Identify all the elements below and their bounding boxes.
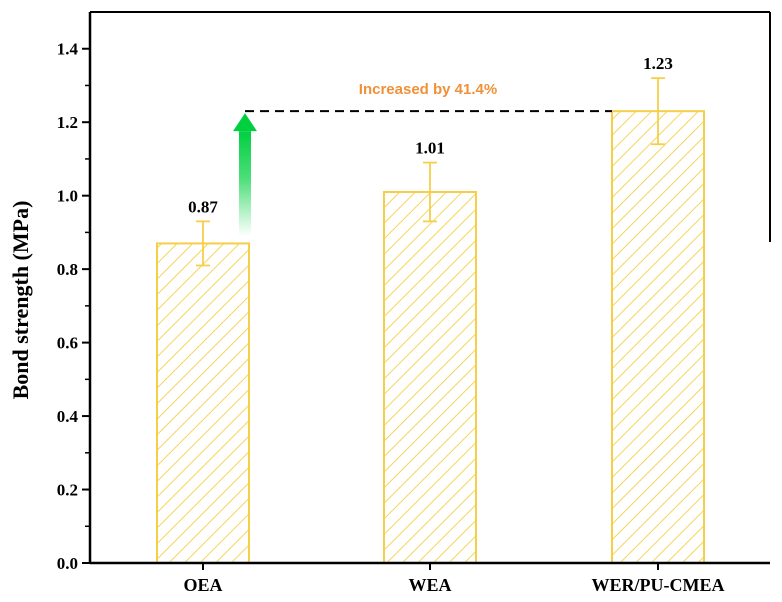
bar-oea xyxy=(156,242,250,564)
x-tick-label: OEA xyxy=(183,575,222,595)
increase-arrow-shaft xyxy=(239,131,251,237)
y-tick-label: 1.4 xyxy=(57,40,79,59)
y-tick-label: 0.6 xyxy=(57,334,78,353)
y-tick-label: 0.0 xyxy=(57,554,78,573)
y-tick-label: 0.4 xyxy=(57,407,79,426)
bar-wea xyxy=(383,190,477,564)
x-tick-label: WER/PU-CMEA xyxy=(592,575,725,595)
y-axis-title: Bond strength (MPa) xyxy=(8,201,33,400)
value-label: 1.23 xyxy=(643,54,673,73)
x-tick-label: WEA xyxy=(408,575,451,595)
y-tick-label: 1.0 xyxy=(57,187,78,206)
value-label: 0.87 xyxy=(188,197,218,216)
y-tick-label: 0.8 xyxy=(57,260,78,279)
increase-annotation: Increased by 41.4% xyxy=(359,81,497,98)
bar-wer-pu-cmea xyxy=(611,110,705,565)
increase-arrow-head xyxy=(233,113,257,132)
value-label: 1.01 xyxy=(415,139,445,158)
y-tick-label: 1.2 xyxy=(57,113,78,132)
y-tick-label: 0.2 xyxy=(57,481,78,500)
